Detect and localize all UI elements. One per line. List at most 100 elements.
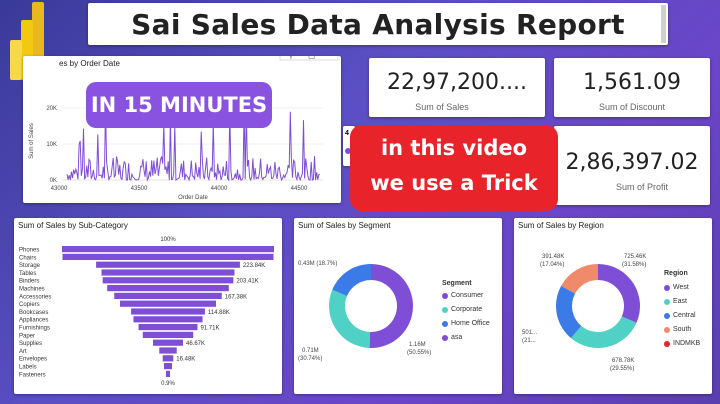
segment-legend-homeoffice[interactable]: Home Office	[442, 320, 490, 327]
region-label-west-line2: (31.58%)	[622, 262, 646, 268]
title-scrollbar[interactable]	[661, 5, 666, 43]
trick-line-2: we use a Trick	[370, 171, 538, 195]
kpi-discount-card[interactable]: 1,561.09 Sum of Discount	[554, 58, 710, 117]
line-y-label: Sum of Sales	[29, 123, 35, 159]
funnel-bar	[62, 253, 274, 260]
funnel-category-label: Furnishings	[19, 326, 50, 332]
partial-legend-dot	[345, 148, 351, 154]
segment-title: Sum of Sales by Segment	[298, 221, 391, 230]
sales-by-region-card[interactable]: Sum of Sales by Region 391.48K (17.04%) …	[514, 218, 712, 394]
funnel-category-label: Binders	[19, 279, 39, 285]
funnel-category-label: Art	[19, 349, 27, 355]
funnel-category-label: Accessories	[19, 294, 51, 300]
line-x-label: Order Date	[178, 195, 208, 201]
funnel-bar	[114, 292, 222, 299]
segment-legend-consumer[interactable]: Consumer	[442, 292, 483, 299]
funnel-top-label: 100%	[160, 237, 176, 243]
funnel-bar	[96, 261, 240, 268]
donut-slice	[570, 316, 637, 348]
trick-banner: in this video we use a Trick	[350, 125, 558, 211]
region-label-central-line2: (21...	[522, 338, 536, 344]
funnel-category-label: Tables	[19, 271, 36, 277]
funnel-bar	[166, 370, 170, 377]
segment-label-corporate-line2: (30.74%)	[298, 356, 322, 362]
line-x-tick: 44500	[291, 186, 308, 192]
partial-legend-text: 4	[345, 130, 349, 137]
region-label-central-line1: 501...	[522, 330, 537, 336]
funnel-bar	[102, 277, 234, 284]
line-x-tick: 43500	[131, 186, 148, 192]
line-x-tick: 44000	[211, 186, 228, 192]
region-legend-east[interactable]: East	[664, 298, 687, 305]
funnel-category-label: Paper	[19, 333, 35, 339]
funnel-bar	[107, 285, 229, 292]
minutes-banner: IN 15 MINUTES	[86, 82, 272, 128]
segment-legend-asa[interactable]: asa	[442, 334, 462, 341]
segment-legend-corporate[interactable]: Corporate	[442, 306, 482, 313]
kpi-sales-label: Sum of Sales	[415, 102, 469, 112]
region-legend-title: Region	[664, 270, 688, 277]
donut-slice	[561, 264, 598, 294]
segment-legend-title: Segment	[442, 280, 472, 287]
trick-line-1: in this video	[380, 136, 528, 160]
funnel-bar	[153, 339, 183, 346]
region-label-south-line1: 391.48K	[542, 254, 564, 260]
funnel-category-label: Bookcases	[19, 310, 48, 316]
region-legend-indmkb[interactable]: INDMKB	[664, 340, 700, 347]
funnel-value-label: 46.67K	[186, 341, 205, 347]
funnel-bar	[119, 300, 217, 307]
segment-label-consumer-line2: (50.55%)	[407, 350, 431, 356]
funnel-category-label: Fasteners	[19, 372, 46, 378]
donut-slice	[598, 264, 640, 323]
kpi-sales-card[interactable]: 22,97,200.... Sum of Sales	[369, 58, 545, 117]
funnel-value-label: 223.84K	[243, 263, 265, 269]
kpi-profit-label: Sum of Profit	[615, 182, 669, 192]
funnel-bar	[159, 347, 177, 354]
filter-icon: ⚲	[288, 56, 294, 60]
region-legend-south[interactable]: South	[664, 326, 691, 333]
funnel-value-label: 114.88K	[208, 310, 230, 316]
more-options-icon: ⋯	[326, 56, 334, 60]
line-chart-svg: ⚲ ▢ ⋯ Sum of Sales 20K 10K 0K 43000 43500 44…	[29, 56, 339, 201]
funnel-category-label: Machines	[19, 287, 45, 293]
sales-by-subcategory-card[interactable]: Sum of Sales by Sub-Category 100% 0.9% P…	[14, 218, 282, 394]
region-label-west-line1: 725.46K	[624, 254, 646, 260]
line-chart-title: es by Order Date	[59, 59, 120, 68]
focus-mode-icon: ▢	[308, 56, 316, 60]
segment-label-consumer-line1: 1.16M	[409, 342, 426, 348]
funnel-bar	[101, 269, 235, 276]
region-donut-svg: 391.48K (17.04%) 725.46K (31.58%) 501...…	[522, 254, 646, 372]
funnel-value-label: 16.48K	[176, 357, 195, 363]
region-label-south-line2: (17.04%)	[540, 262, 564, 268]
donut-slice	[332, 264, 371, 296]
report-title: Sai Sales Data Analysis Report	[131, 7, 625, 41]
funnel-category-label: Copiers	[19, 302, 40, 308]
region-legend-central[interactable]: Central	[664, 312, 696, 319]
funnel-bar	[138, 324, 198, 331]
funnel-title: Sum of Sales by Sub-Category	[18, 221, 128, 230]
sales-by-segment-card[interactable]: Sum of Sales by Segment 0.43M (18.7%) 0.…	[294, 218, 502, 394]
funnel-bottom-label: 0.9%	[161, 381, 175, 387]
donut-slice	[556, 285, 582, 339]
funnel-category-label: Envelopes	[19, 357, 47, 363]
line-y-tick: 0K	[50, 178, 57, 184]
kpi-discount-label: Sum of Discount	[598, 102, 666, 112]
sales-by-order-date-card[interactable]: es by Order Date ⚲ ▢ ⋯ Sum of Sales 20K 1…	[23, 56, 341, 203]
region-legend-west[interactable]: West	[664, 284, 689, 291]
visual-header-icons: ⚲ ▢ ⋯	[279, 56, 339, 61]
funnel-bar	[133, 316, 203, 323]
funnel-value-label: 91.71K	[200, 326, 219, 332]
funnel-bar	[163, 363, 173, 370]
line-x-tick: 43000	[51, 186, 68, 192]
funnel-category-label: Chairs	[19, 255, 36, 261]
kpi-sales-value: 22,97,200....	[387, 70, 527, 95]
donut-slice	[329, 289, 371, 348]
donut-slice	[369, 264, 413, 348]
funnel-bar	[131, 308, 205, 315]
funnel-bar	[62, 246, 274, 253]
funnel-category-label: Labels	[19, 365, 37, 371]
region-label-east-line2: (29.55%)	[610, 366, 634, 372]
kpi-profit-card[interactable]: 2,86,397.02 Sum of Profit	[554, 126, 710, 205]
funnel-category-label: Supplies	[19, 341, 42, 347]
